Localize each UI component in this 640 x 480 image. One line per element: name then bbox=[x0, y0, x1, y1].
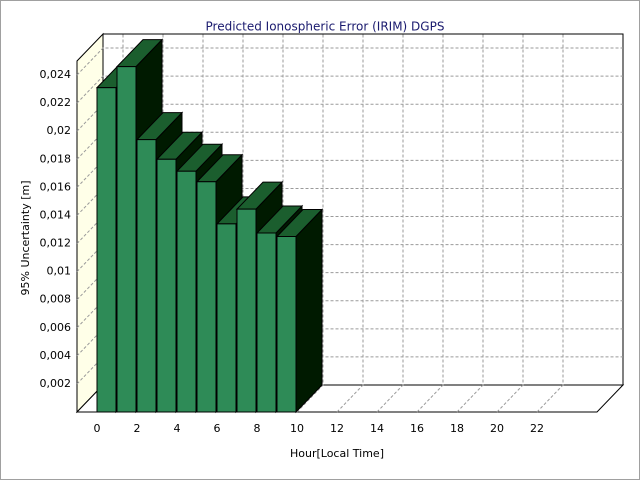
y-tick-label: 0,024 bbox=[40, 68, 72, 81]
grid-line bbox=[296, 34, 324, 413]
y-tick-label: 0,014 bbox=[40, 208, 72, 221]
x-tick-label: 20 bbox=[490, 422, 504, 435]
bar-front bbox=[196, 181, 217, 413]
bar-front bbox=[96, 87, 117, 413]
y-tick-label: 0,008 bbox=[40, 293, 72, 306]
bar-front bbox=[136, 139, 157, 413]
y-tick-label: 0,006 bbox=[40, 321, 72, 334]
bar-front bbox=[236, 208, 257, 413]
x-tick-label: 0 bbox=[94, 422, 101, 435]
bar-front bbox=[116, 66, 137, 413]
grid-line bbox=[376, 34, 404, 413]
y-tick-label: 0,01 bbox=[47, 265, 72, 278]
grid-line bbox=[456, 34, 484, 413]
y-tick-label: 0,012 bbox=[40, 237, 72, 250]
y-tick-label: 0,018 bbox=[40, 152, 72, 165]
x-tick-label: 2 bbox=[134, 422, 141, 435]
bar-front bbox=[256, 232, 277, 413]
grid-line bbox=[496, 34, 524, 413]
bar-front bbox=[156, 158, 177, 413]
y-axis-label: 95% Uncertainty [m] bbox=[19, 180, 32, 295]
grid-line bbox=[76, 75, 623, 104]
x-tick-label: 22 bbox=[530, 422, 544, 435]
x-tick-label: 4 bbox=[174, 422, 181, 435]
x-tick-label: 16 bbox=[410, 422, 424, 435]
x-tick-label: 10 bbox=[290, 422, 304, 435]
chart-title: Predicted Ionospheric Error (IRIM) DGPS bbox=[206, 20, 445, 34]
bar-front bbox=[176, 170, 197, 413]
grid-line bbox=[76, 47, 623, 76]
y-tick-label: 0,02 bbox=[47, 124, 72, 137]
y-tick-label: 0,002 bbox=[40, 377, 72, 390]
grid-line bbox=[536, 34, 564, 413]
grid-line bbox=[336, 34, 364, 413]
y-tick-label: 0,004 bbox=[40, 349, 72, 362]
grid-line bbox=[416, 34, 444, 413]
x-axis-label: Hour[Local Time] bbox=[290, 447, 384, 460]
x-tick-label: 18 bbox=[450, 422, 464, 435]
y-tick-label: 0,022 bbox=[40, 96, 72, 109]
y-tick-label: 0,016 bbox=[40, 180, 72, 193]
x-tick-label: 12 bbox=[330, 422, 344, 435]
bar-front bbox=[276, 236, 297, 413]
plot: 0,002 0,004 0,006 0,008 0,01 0,012 0,014 0,016 0… bbox=[40, 32, 625, 435]
x-tick-label: 8 bbox=[254, 422, 261, 435]
bar-side bbox=[295, 208, 323, 414]
x-tick-label: 6 bbox=[214, 422, 221, 435]
bar-front bbox=[216, 223, 237, 413]
bar bbox=[275, 208, 324, 414]
x-tick-label: 14 bbox=[370, 422, 384, 435]
